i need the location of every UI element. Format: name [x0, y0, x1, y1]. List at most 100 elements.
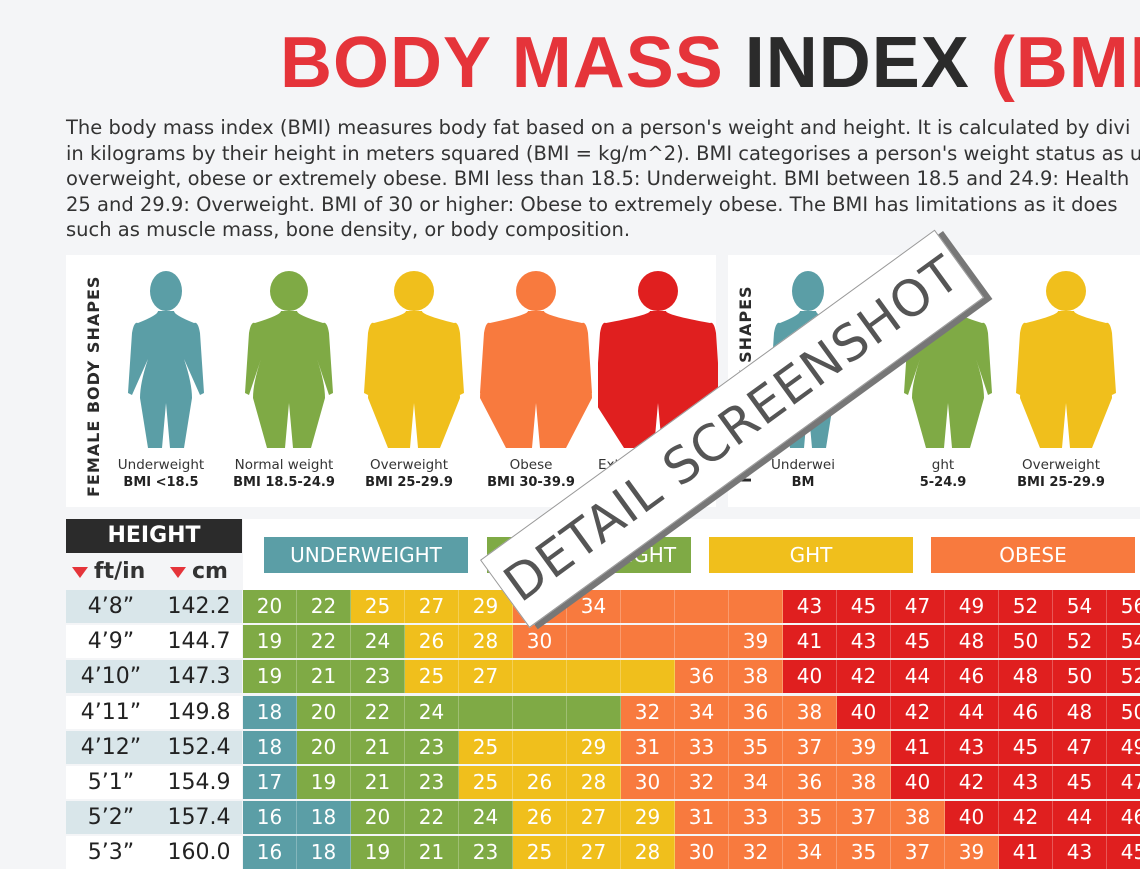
bmi-cell: 48	[1053, 695, 1107, 729]
bmi-cell: 22	[297, 590, 351, 623]
height-ft-in: 4’12”	[66, 730, 156, 764]
bmi-cell: 52	[1107, 660, 1140, 694]
bmi-cell: 20	[297, 695, 351, 729]
bmi-cell	[675, 590, 729, 623]
bmi-cell: 28	[567, 766, 621, 799]
bmi-cell: 45	[1053, 766, 1107, 799]
bmi-cell: 21	[297, 660, 351, 694]
bmi-cell: 40	[837, 695, 891, 729]
bmi-cell: 38	[891, 801, 945, 835]
height-cm: 147.3	[156, 660, 242, 694]
bmi-cell: 34	[567, 590, 621, 623]
bmi-cell: 30	[675, 836, 729, 869]
bmi-cell: 25	[459, 730, 513, 764]
bmi-cell: 29	[621, 801, 675, 835]
bmi-cell: 39	[729, 625, 783, 659]
female-figure: Obese BMI 30-39.9	[476, 263, 592, 490]
title-part-1: BODY MASS	[280, 23, 724, 103]
bmi-cell: 50	[1053, 660, 1107, 694]
description-line: such as muscle mass, bone density, or bo…	[66, 218, 631, 241]
bmi-cell: 23	[405, 730, 459, 764]
bmi-cell: 35	[837, 836, 891, 869]
bmi-cell: 24	[405, 695, 459, 729]
bmi-cell: 30	[513, 625, 567, 659]
bmi-cell: 42	[837, 660, 891, 694]
bmi-cell: 47	[1107, 766, 1140, 799]
bmi-cell: 48	[999, 660, 1053, 694]
bmi-cell: 36	[783, 766, 837, 799]
male-figure-label: ght	[931, 457, 955, 473]
height-ft-in: 4’11”	[66, 695, 156, 729]
bmi-cell: 56	[1107, 590, 1140, 623]
bmi-cell: 49	[1107, 730, 1140, 764]
bmi-cell: 21	[351, 730, 405, 764]
bmi-cell: 20	[297, 730, 351, 764]
female-body-shapes-panel: FEMALE BODY SHAPES Underweight BMI <18.5 N…	[66, 255, 718, 507]
bmi-cell: 28	[459, 625, 513, 659]
category-ght: GHT	[709, 537, 913, 573]
ft-in-column-header[interactable]: ft/in	[72, 556, 145, 588]
bmi-cell: 45	[999, 730, 1053, 764]
bmi-cell: 44	[1053, 801, 1107, 835]
male-figure: Overweight BMI 25-29.9	[1006, 263, 1116, 490]
bmi-cell: 31	[621, 730, 675, 764]
height-cm: 160.0	[156, 836, 242, 869]
bmi-cell: 25	[405, 660, 459, 694]
description-line: in kilograms by their height in meters s…	[66, 141, 1140, 165]
bmi-cell: 46	[1107, 801, 1140, 835]
table-row: 4’10” 147.3 19 21 23 25 27 36 38 40 42 44 46 48 50 52	[66, 660, 1140, 694]
bmi-cell: 43	[945, 730, 999, 764]
height-cm: 152.4	[156, 730, 242, 764]
male-body-silhouette-icon	[1016, 271, 1116, 448]
height-ft-in: 5’2”	[66, 801, 156, 835]
height-cm: 149.8	[156, 695, 242, 729]
bmi-cell: 42	[945, 766, 999, 799]
male-figure-label: Underwei	[771, 457, 835, 473]
bmi-cell: 37	[891, 836, 945, 869]
height-ft-in: 4’9”	[66, 625, 156, 659]
height-ft-in: 4’10”	[66, 660, 156, 694]
page-title: BODY MASS INDEX (BMI)	[280, 18, 1140, 108]
female-figure-label: Overweight	[370, 457, 448, 473]
description-line: The body mass index (BMI) measures body …	[66, 116, 1131, 139]
bmi-cell: 17	[243, 766, 297, 799]
female-figure-bmi: BMI <18.5	[123, 475, 199, 490]
category-underweight: UNDERWEIGHT	[264, 537, 468, 573]
bmi-cell: 23	[351, 660, 405, 694]
bmi-cell: 40	[783, 660, 837, 694]
bmi-cell: 54	[1053, 590, 1107, 623]
bmi-cell: 20	[351, 801, 405, 835]
bmi-cell: 45	[1107, 836, 1140, 869]
bmi-cell: 34	[729, 766, 783, 799]
female-body-silhouette-icon	[245, 271, 333, 448]
description-line: 25 and 29.9: Overweight. BMI of 30 or hi…	[66, 192, 1118, 216]
table-row: 5’1” 154.9 17 19 21 23 25 26 28 30 32 34 36 38 40 42 43 4…	[66, 766, 1140, 799]
table-row: 4’11” 149.8 18 20 22 24 32 34 36 38 40 42 44 46 48 50	[66, 695, 1140, 729]
table-row: 5’3” 160.0 16 18 19 21 23 25 27 28 30 32 34 35 37 39 41 4…	[66, 836, 1140, 869]
title-part-3: (BMI)	[990, 23, 1140, 103]
sort-down-icon	[72, 566, 88, 578]
bmi-cell: 41	[891, 730, 945, 764]
height-cm: 142.2	[156, 590, 242, 623]
bmi-cell: 24	[459, 801, 513, 835]
description-line: overweight, obese or extremely obese. BM…	[66, 167, 1130, 190]
bmi-cell	[621, 660, 675, 694]
bmi-cell: 26	[513, 801, 567, 835]
female-figure: Underweight BMI <18.5	[106, 263, 216, 490]
bmi-cell: 26	[513, 766, 567, 799]
bmi-cell: 41	[783, 625, 837, 659]
female-figure: Normal weight BMI 18.5-24.9	[229, 263, 339, 490]
bmi-cell: 34	[783, 836, 837, 869]
bmi-cell: 30	[621, 766, 675, 799]
cm-column-header[interactable]: cm	[170, 556, 228, 588]
male-figure-label: Overweight	[1022, 457, 1100, 473]
bmi-cell: 44	[945, 695, 999, 729]
ft-in-label: ft/in	[94, 559, 146, 584]
bmi-cell: 36	[729, 695, 783, 729]
bmi-cell: 42	[999, 801, 1053, 835]
table-row: 4’12” 152.4 18 20 21 23 25 29 31 33 35 37 39 41 43 45 47…	[66, 730, 1140, 764]
bmi-cell	[621, 625, 675, 659]
male-figure-bmi: BMI 25-29.9	[1017, 475, 1105, 490]
bmi-cell: 43	[1053, 836, 1107, 869]
bmi-cell: 50	[1107, 695, 1140, 729]
